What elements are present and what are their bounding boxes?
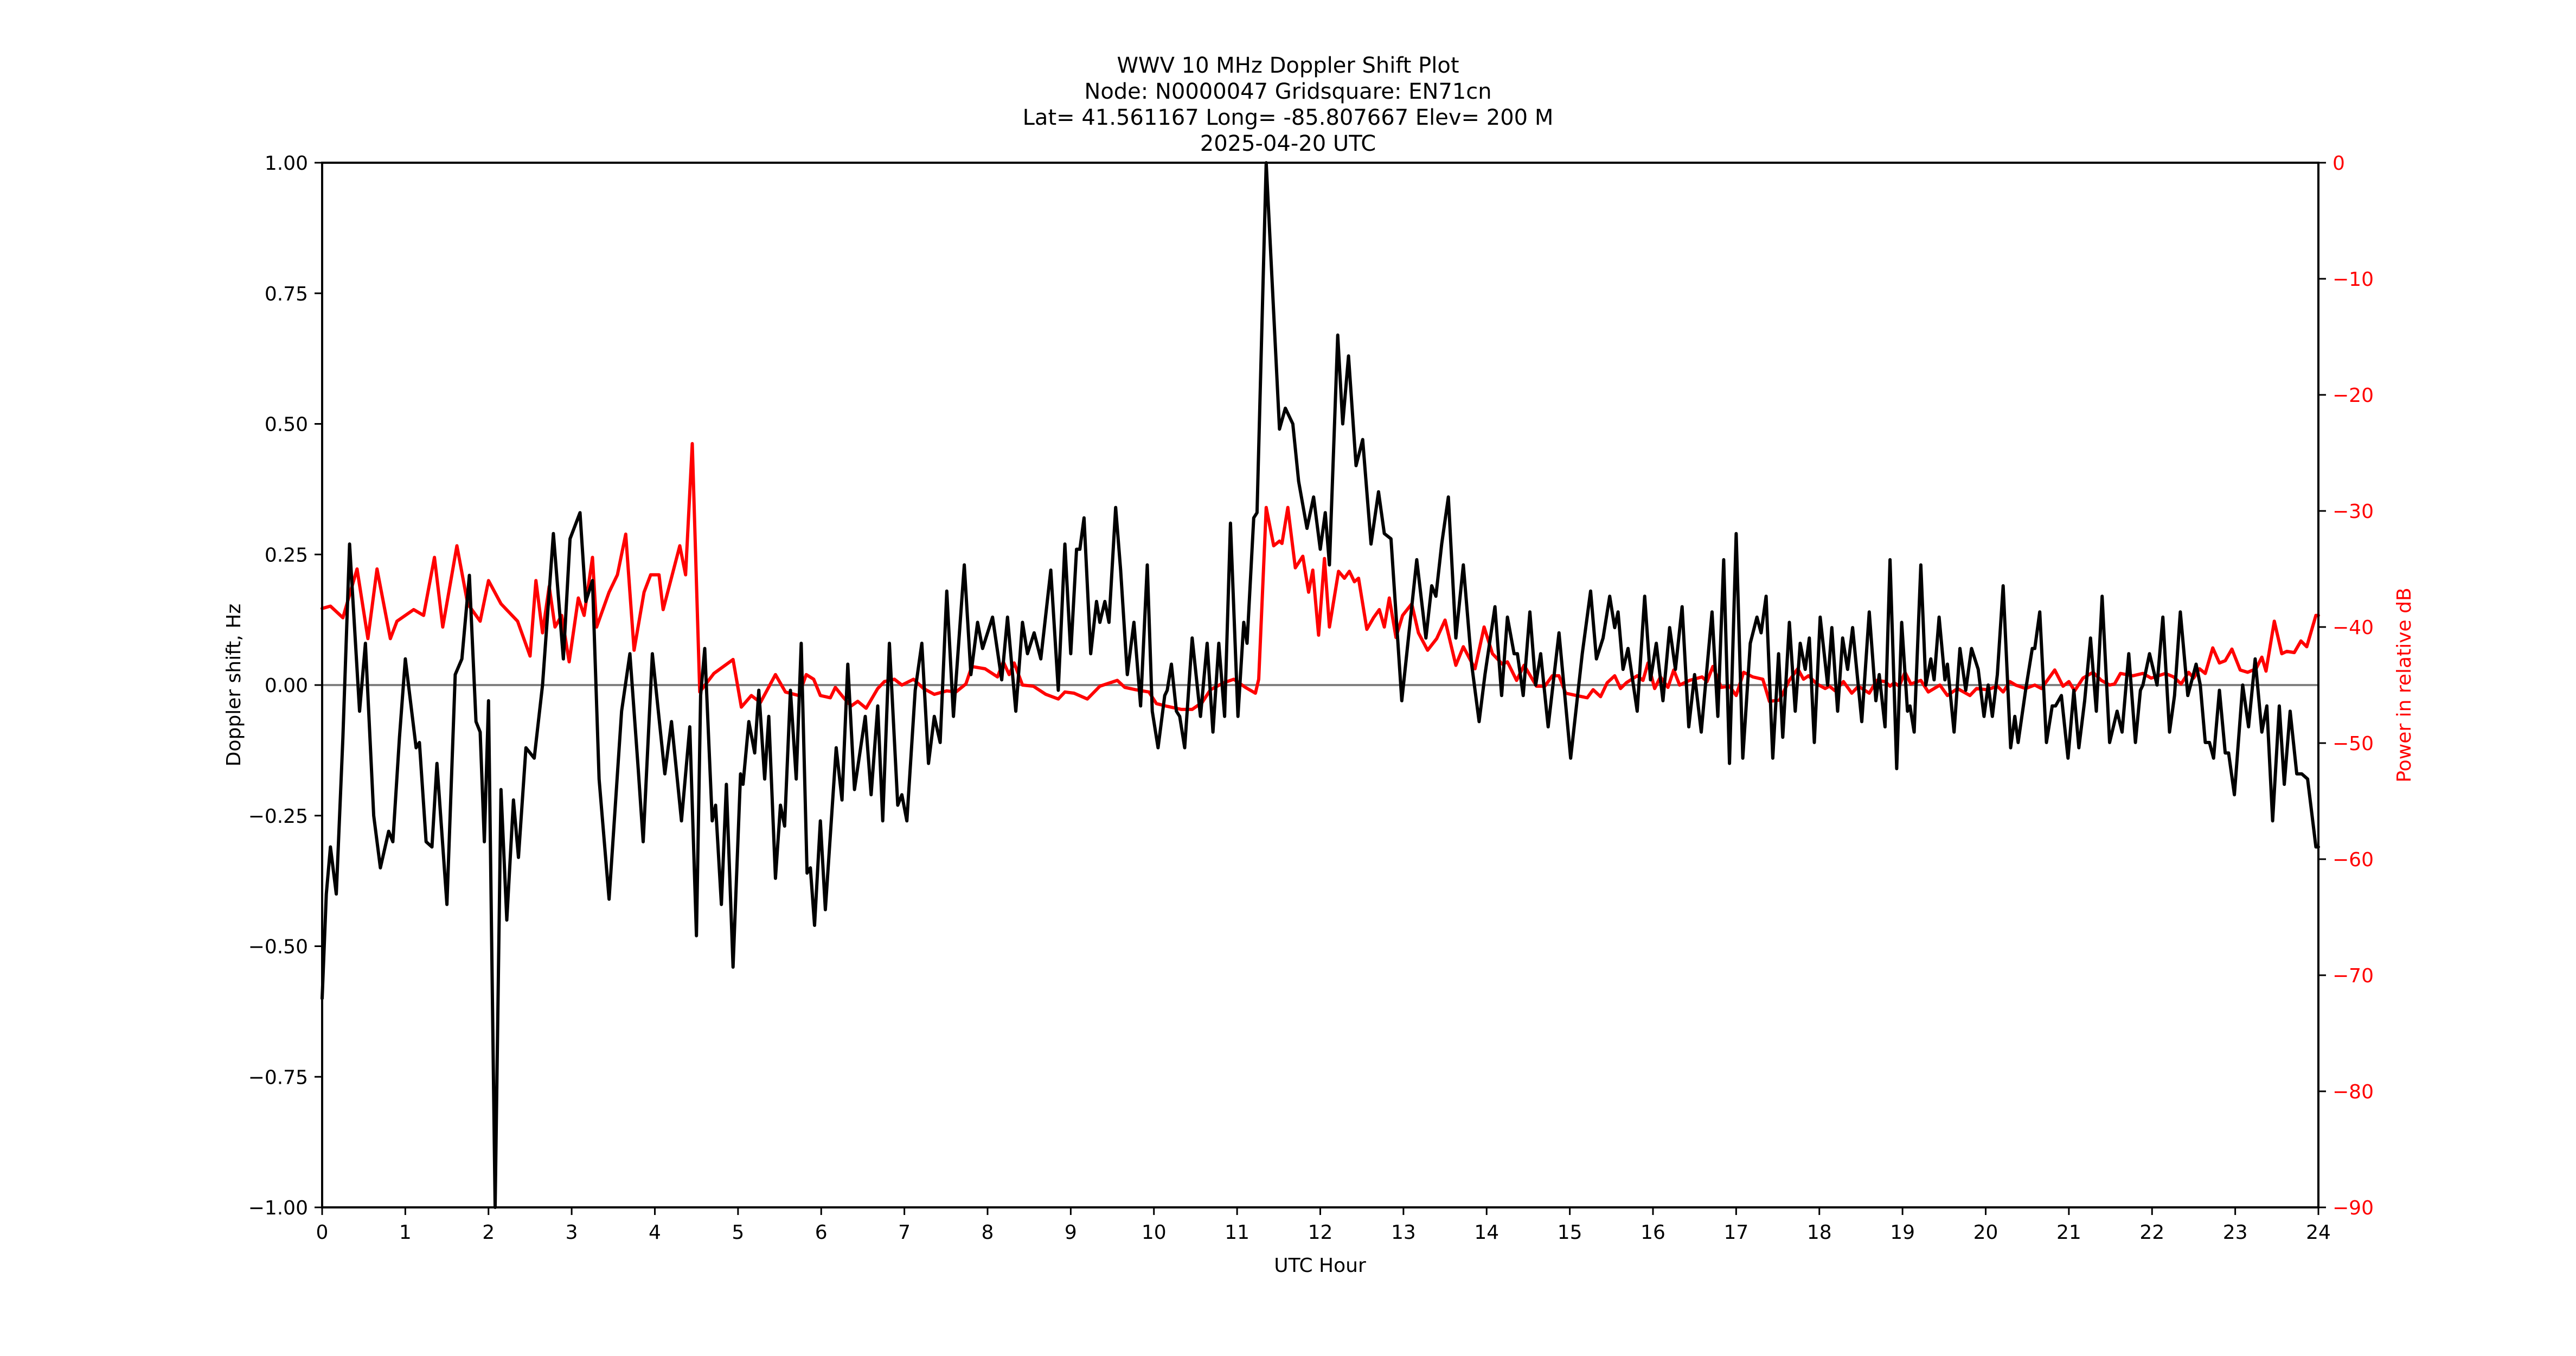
x-tick-label: 2: [482, 1221, 495, 1244]
y2-tick-label: −30: [2333, 501, 2374, 523]
left-y-axis-ticks: −1.00 −0.75 −0.50 −0.25 0.00 0.25 0.50 0.75 1.00: [248, 152, 322, 1219]
y2-tick-label: 0: [2333, 152, 2345, 175]
x-tick-label: 12: [1308, 1221, 1333, 1244]
y2-tick-label: −50: [2333, 733, 2374, 755]
x-tick-label: 18: [1807, 1221, 1832, 1244]
x-tick-label: 16: [1641, 1221, 1665, 1244]
x-tick-label: 20: [1973, 1221, 1998, 1244]
y2-tick-label: −80: [2333, 1081, 2374, 1103]
chart-title: WWV 10 MHz Doppler Shift Plot: [1117, 53, 1459, 78]
chart-subtitle-location: Lat= 41.561167 Long= -85.807667 Elev= 20…: [1022, 105, 1554, 130]
x-tick-label: 21: [2056, 1221, 2081, 1244]
x-tick-label: 0: [316, 1221, 329, 1244]
x-tick-label: 22: [2139, 1221, 2164, 1244]
x-axis-ticks: 0 1 2 3 4 5 6 7 8 9 10 11 12 13 14 15 16 17 18 19 20 21 22 23 24: [316, 1207, 2331, 1244]
x-tick-label: 15: [1558, 1221, 1582, 1244]
y-tick-label: 1.00: [265, 152, 308, 175]
x-tick-label: 3: [566, 1221, 578, 1244]
x-tick-label: 10: [1142, 1221, 1167, 1244]
x-tick-label: 13: [1391, 1221, 1416, 1244]
chart-subtitle-date: 2025-04-20 UTC: [1200, 131, 1376, 156]
x-tick-label: 14: [1474, 1221, 1499, 1244]
right-y-axis-ticks: 0 −10 −20 −30 −40 −50 −60 −70 −80 −90: [2318, 152, 2374, 1219]
x-tick-label: 9: [1065, 1221, 1077, 1244]
y-tick-label: 0.00: [265, 675, 308, 697]
chart-subtitle-node: Node: N0000047 Gridsquare: EN71cn: [1084, 79, 1492, 104]
doppler-shift-line: [321, 161, 2320, 1209]
y-tick-label: 0.25: [265, 544, 308, 566]
y2-tick-label: −60: [2333, 849, 2374, 871]
x-tick-label: 7: [898, 1221, 911, 1244]
x-tick-label: 6: [815, 1221, 828, 1244]
x-tick-label: 23: [2223, 1221, 2248, 1244]
x-tick-label: 5: [732, 1221, 744, 1244]
x-tick-label: 8: [982, 1221, 994, 1244]
y-tick-label: 0.50: [265, 414, 308, 436]
x-axis-label: UTC Hour: [1274, 1255, 1366, 1277]
y2-tick-label: −20: [2333, 385, 2374, 407]
y-tick-label: −0.25: [248, 805, 308, 828]
right-y-axis-label: Power in relative dB: [2393, 587, 2415, 782]
x-tick-label: 24: [2306, 1221, 2331, 1244]
y2-tick-label: −70: [2333, 965, 2374, 987]
y-tick-label: 0.75: [265, 283, 308, 305]
x-tick-label: 1: [399, 1221, 412, 1244]
y-tick-label: −0.50: [248, 936, 308, 958]
x-tick-label: 11: [1225, 1221, 1249, 1244]
power-db-line: [321, 442, 2320, 711]
x-tick-label: 4: [649, 1221, 661, 1244]
x-tick-label: 19: [1890, 1221, 1915, 1244]
data-series: [321, 161, 2320, 1209]
x-tick-label: 17: [1723, 1221, 1748, 1244]
y2-tick-label: −40: [2333, 617, 2374, 639]
y2-tick-label: −90: [2333, 1197, 2374, 1219]
y-tick-label: −1.00: [248, 1197, 308, 1219]
left-y-axis-label: Doppler shift, Hz: [223, 604, 245, 766]
y-tick-label: −0.75: [248, 1066, 308, 1089]
y2-tick-label: −10: [2333, 268, 2374, 291]
